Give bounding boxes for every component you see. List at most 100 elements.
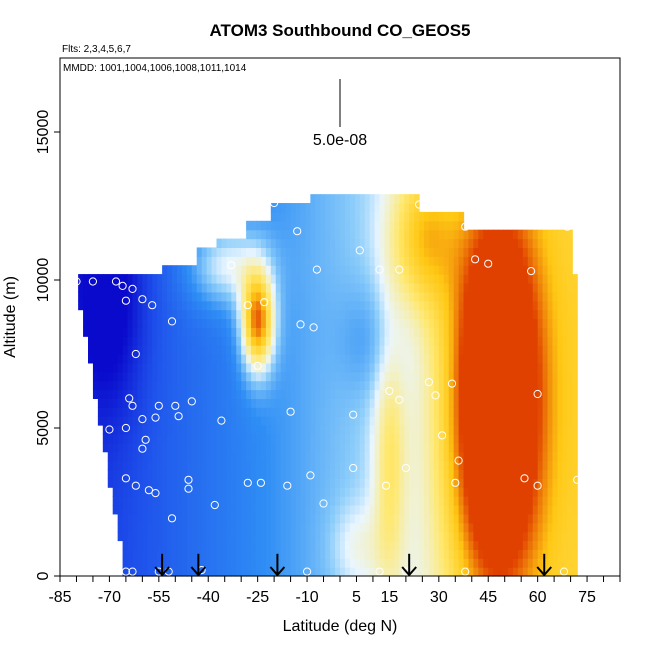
heatmap-cell (315, 238, 321, 249)
heatmap-cell (275, 398, 282, 408)
heatmap-cell (438, 451, 445, 462)
heatmap-cell (191, 345, 198, 355)
heatmap-cell (275, 211, 282, 222)
heatmap-cell (532, 229, 539, 240)
x-tick-label: -25 (246, 589, 269, 606)
heatmap-cell (384, 531, 391, 542)
heatmap-cell (260, 274, 267, 284)
heatmap-cell (310, 540, 316, 550)
heatmap-cell (542, 256, 549, 266)
heatmap-cell (428, 407, 435, 417)
heatmap-cell (295, 256, 302, 266)
heatmap-cell (260, 460, 267, 471)
heatmap-cell (246, 327, 252, 337)
heatmap-cell (527, 540, 534, 550)
heatmap-cell (275, 274, 282, 284)
heatmap-cell (256, 309, 262, 320)
heatmap-cell (463, 425, 470, 435)
heatmap-cell (542, 318, 549, 328)
heatmap-cell (112, 433, 119, 444)
heatmap-cell (344, 300, 351, 311)
heatmap-cell (226, 309, 232, 320)
heatmap-cell (256, 318, 262, 328)
heatmap-cell (236, 567, 242, 577)
heatmap-cell (241, 327, 247, 337)
heatmap-cell (167, 469, 173, 479)
heatmap-cell (117, 327, 124, 337)
heatmap-cell (107, 416, 114, 426)
heatmap-cell (547, 265, 554, 275)
heatmap-cell (231, 256, 237, 266)
heatmap-cell (468, 300, 475, 311)
heatmap-cell (132, 469, 139, 479)
heatmap-cell (364, 487, 371, 497)
heatmap-cell (443, 567, 450, 577)
heatmap-cell (231, 416, 237, 426)
heatmap-cell (483, 469, 489, 479)
heatmap-cell (191, 336, 198, 346)
heatmap-cell (414, 291, 420, 302)
heatmap-cell (340, 371, 346, 382)
flights-label: Flts: 2,3,4,5,6,7 (62, 44, 131, 55)
flight-arrow (401, 553, 417, 577)
heatmap-cell (132, 309, 139, 320)
heatmap-cell (137, 362, 143, 373)
heatmap-cell (320, 238, 326, 249)
heatmap-cell (424, 540, 430, 550)
heatmap-cell (186, 496, 193, 506)
heatmap-cell (265, 318, 272, 328)
heatmap-cell (522, 327, 529, 337)
heatmap-cell (295, 487, 302, 497)
heatmap-cell (340, 442, 346, 453)
heatmap-cell (290, 265, 297, 275)
heatmap-cell (522, 238, 529, 249)
heatmap-cell (508, 425, 514, 435)
heatmap-cell (512, 416, 519, 426)
heatmap-cell (562, 433, 568, 444)
heatmap-cell (552, 398, 559, 408)
heatmap-cell (88, 309, 94, 320)
heatmap-cell (483, 478, 489, 488)
heatmap-cell (251, 567, 257, 577)
heatmap-cell (325, 425, 331, 435)
heatmap-cell (147, 540, 153, 550)
heatmap-cell (335, 425, 341, 435)
heatmap-cell (176, 291, 183, 302)
heatmap-cell (325, 531, 331, 542)
heatmap-cell (369, 238, 376, 249)
heatmap-cell (275, 362, 282, 373)
heatmap-cell (562, 309, 568, 320)
heatmap-cell (221, 398, 227, 408)
heatmap-cell (152, 318, 158, 328)
heatmap-cell (122, 327, 129, 337)
heatmap-cell (483, 522, 489, 533)
heatmap-cell (389, 442, 395, 453)
heatmap-cell (443, 513, 450, 524)
heatmap-cell (162, 425, 168, 435)
heatmap-cell (443, 318, 450, 328)
heatmap-cell (132, 549, 139, 559)
x-axis: -85 -70 -55 -40 -25 -10 5 15 30 45 60 75 (48, 575, 621, 606)
heatmap-cell (394, 194, 400, 204)
heatmap-cell (251, 354, 257, 364)
heatmap-cell (285, 336, 292, 346)
heatmap-cell (117, 336, 124, 346)
heatmap-cell (147, 345, 153, 355)
heatmap-cell (201, 282, 208, 293)
heatmap-cell (270, 282, 277, 293)
heatmap-cell (399, 513, 405, 524)
heatmap-cell (181, 354, 188, 364)
heatmap-cell (265, 513, 272, 524)
heatmap-cell (428, 416, 435, 426)
heatmap-cell (394, 345, 400, 355)
heatmap-cell (221, 256, 227, 266)
heatmap-cell (384, 451, 391, 462)
heatmap-cell (458, 425, 465, 435)
heatmap-cell (359, 274, 366, 284)
heatmap-cell (315, 371, 321, 382)
heatmap-cell (211, 504, 218, 515)
heatmap-cell (265, 327, 272, 337)
heatmap-cell (493, 478, 499, 488)
heatmap-cell (290, 540, 297, 550)
heatmap-cell (409, 327, 415, 337)
